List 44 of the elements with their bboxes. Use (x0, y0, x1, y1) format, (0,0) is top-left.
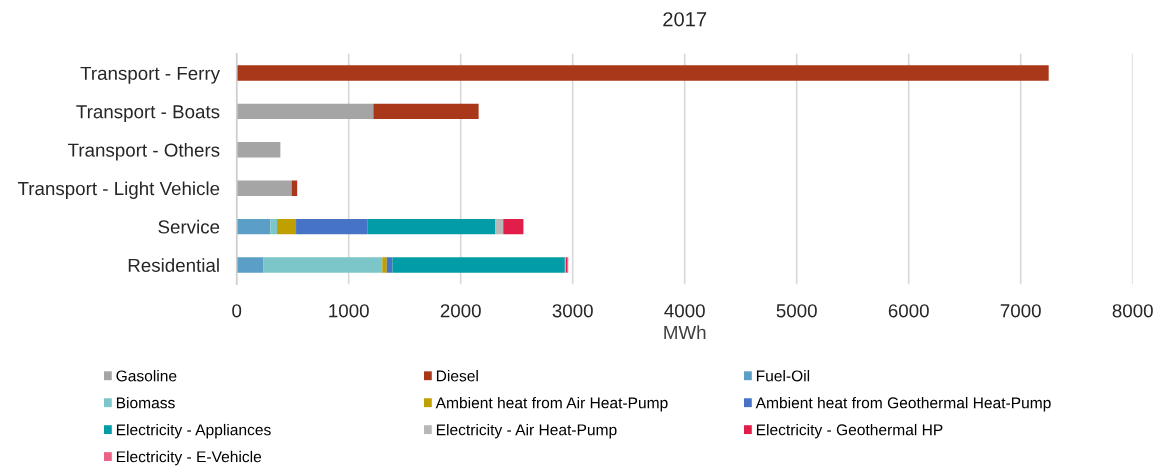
chart-title: 2017 (663, 12, 707, 27)
x-tick-label: 4000 (664, 304, 705, 318)
bar (270, 218, 278, 235)
bar (495, 218, 504, 235)
bar (296, 218, 368, 235)
x-tick-label: 3000 (552, 304, 593, 318)
legend-label: Fuel-Oil (756, 370, 810, 382)
bar (382, 257, 387, 273)
x-tick-label: 7000 (1000, 304, 1041, 318)
bar (386, 257, 393, 273)
legend-label: Electricity - Geothermal HP (756, 423, 943, 439)
x-tick-label: 8000 (1112, 304, 1153, 318)
x-tick-label: 6000 (888, 304, 929, 318)
y-tick-label: Service (158, 219, 220, 234)
legend-label: Electricity - Air Heat-Pump (436, 423, 617, 439)
legend-label: Ambient heat from Geothermal Heat-Pump (755, 396, 1051, 412)
y-tick-label: Transport - Boats (76, 105, 220, 123)
legend-label: Electricity - E-Vehicle (116, 450, 262, 466)
bar (503, 218, 524, 235)
legend-label: Electricity - Appliances (116, 423, 271, 439)
y-tick-label: Transport - Ferry (80, 66, 221, 84)
bar (236, 103, 374, 120)
x-tick-label: 0 (232, 304, 242, 318)
bar (236, 142, 281, 158)
legend-label: Biomass (116, 396, 175, 409)
bar (236, 180, 292, 196)
bar (277, 218, 297, 235)
legend-label: Ambient heat from Air Heat-Pump (435, 396, 668, 412)
x-axis-title: MWh (664, 325, 706, 339)
y-tick-label: Residential (128, 258, 219, 272)
y-tick-label: Transport - Others (68, 143, 220, 161)
bar (392, 257, 565, 273)
legend-label: Diesel (436, 370, 478, 382)
legend-label: Gasoline (116, 370, 177, 382)
x-tick-label: 2000 (440, 304, 481, 318)
bar (263, 257, 383, 273)
y-tick-label: Transport - Light Vehicle (17, 181, 220, 199)
x-tick-label: 5000 (776, 304, 817, 318)
bar (367, 218, 496, 235)
bar (236, 218, 271, 235)
x-tick-label: 1000 (329, 304, 369, 318)
bar (236, 257, 264, 273)
bar (373, 103, 479, 120)
bar (236, 65, 1049, 81)
